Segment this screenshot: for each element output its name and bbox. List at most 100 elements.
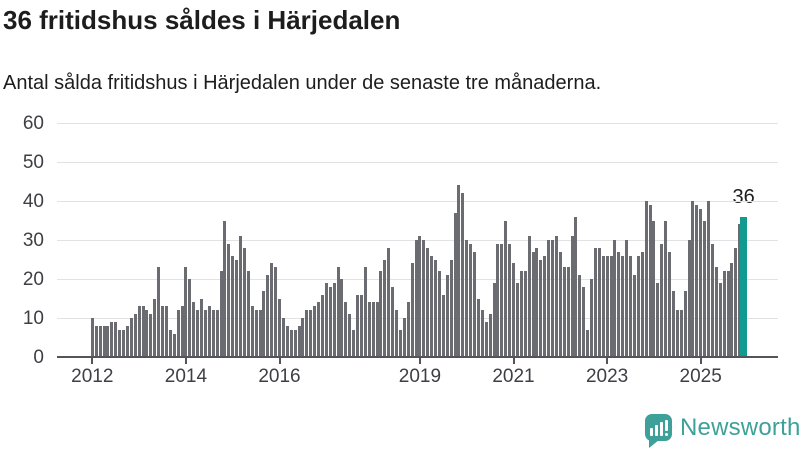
bar <box>437 271 441 357</box>
bar <box>640 251 644 357</box>
highlighted-bar <box>740 216 748 357</box>
bar <box>387 247 391 357</box>
x-axis-tick <box>184 358 187 364</box>
bar <box>410 263 414 357</box>
bar <box>558 251 562 357</box>
bar <box>582 286 586 357</box>
bar <box>363 267 367 357</box>
bar <box>297 325 301 357</box>
bar <box>710 243 714 357</box>
bar <box>188 279 192 357</box>
bar <box>133 314 137 357</box>
bar <box>168 329 172 357</box>
x-axis-label: 2019 <box>398 366 442 387</box>
bar <box>125 325 129 357</box>
bar <box>699 208 703 357</box>
bar <box>668 251 671 357</box>
bar <box>94 325 98 357</box>
bar <box>332 282 336 357</box>
bar <box>359 294 363 357</box>
bar <box>270 263 274 357</box>
bar <box>223 220 227 357</box>
bar <box>145 310 149 357</box>
y-axis-label: 60 <box>22 112 44 134</box>
bar <box>617 251 621 357</box>
bar <box>395 310 398 357</box>
bar <box>430 255 434 357</box>
x-axis-tick <box>418 358 421 364</box>
bar <box>609 255 613 357</box>
bar <box>313 306 317 357</box>
bar <box>515 282 519 357</box>
bar <box>539 259 543 357</box>
bar <box>246 271 250 357</box>
bar <box>402 318 406 357</box>
bar <box>512 263 515 357</box>
bar <box>114 321 118 357</box>
bar <box>484 321 488 357</box>
page-title: 36 fritidshus såldes i Härjedalen <box>3 5 401 35</box>
bar <box>391 286 395 357</box>
bar <box>675 310 679 357</box>
bar <box>102 325 106 357</box>
bar <box>305 310 309 357</box>
x-axis-tick <box>512 358 515 364</box>
last-value-annotation: 36 <box>732 185 755 208</box>
logo-exclamation-dot-icon <box>665 433 668 436</box>
bar <box>691 201 695 357</box>
bar <box>250 306 254 357</box>
bar <box>180 306 184 357</box>
bar <box>414 240 418 357</box>
bar <box>461 193 465 357</box>
bar <box>200 298 203 357</box>
bar <box>328 286 332 357</box>
bar <box>398 329 402 357</box>
bar <box>375 302 379 357</box>
bar <box>722 271 726 357</box>
x-axis-label: 2012 <box>71 366 114 387</box>
bar <box>714 267 718 357</box>
bar <box>122 329 125 357</box>
bar <box>707 201 710 357</box>
bar <box>625 240 629 357</box>
bar <box>480 310 484 357</box>
bar <box>695 204 699 357</box>
bar <box>161 306 164 357</box>
bar <box>215 310 219 357</box>
bar <box>445 275 449 357</box>
logo-bar-icon <box>660 422 663 436</box>
x-axis-label: 2021 <box>492 366 535 387</box>
x-axis-label: 2016 <box>258 366 301 387</box>
bar <box>621 255 625 357</box>
bar <box>289 329 293 357</box>
bar <box>153 298 157 357</box>
bar <box>184 267 188 357</box>
bar <box>98 325 102 357</box>
bar <box>586 329 590 357</box>
bar <box>227 243 231 357</box>
bar <box>274 267 278 357</box>
bar <box>285 325 289 357</box>
bar <box>211 310 215 357</box>
bar <box>301 318 305 357</box>
bar <box>496 243 500 357</box>
bar <box>508 243 512 357</box>
x-axis-label: 2014 <box>164 366 208 387</box>
bar <box>601 255 605 357</box>
bar <box>703 220 707 357</box>
bar <box>664 220 668 357</box>
bar <box>231 255 235 357</box>
bar <box>426 247 430 357</box>
bar <box>469 243 473 357</box>
bar <box>110 321 114 357</box>
bar <box>137 306 141 357</box>
bar <box>219 271 223 357</box>
bar <box>652 220 656 357</box>
gridline <box>57 278 778 280</box>
y-axis-label: 0 <box>33 346 44 368</box>
bar <box>149 314 153 357</box>
bar <box>235 259 239 357</box>
bar <box>679 310 683 357</box>
